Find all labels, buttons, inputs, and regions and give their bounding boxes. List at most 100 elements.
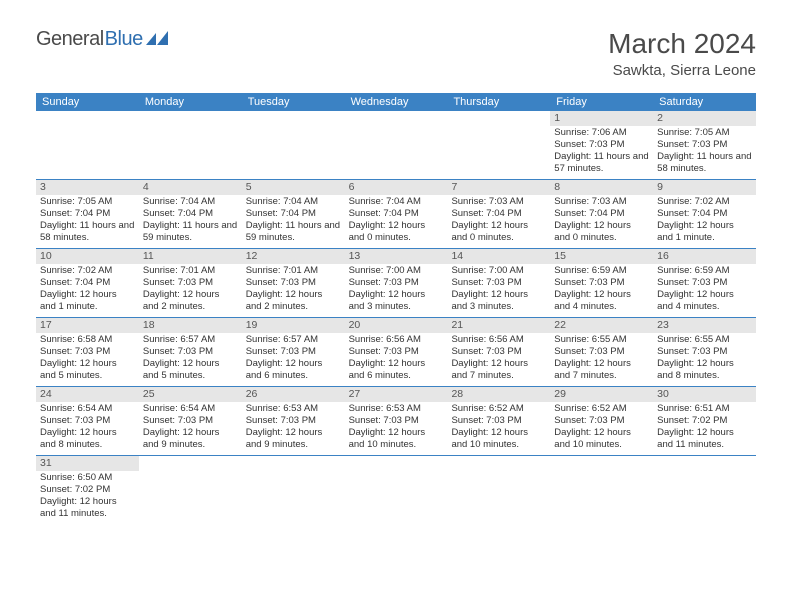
day-header: Monday <box>139 93 242 111</box>
sunset-text: Sunset: 7:04 PM <box>554 208 649 220</box>
daylight-text: Daylight: 12 hours and 10 minutes. <box>451 427 546 451</box>
sunset-text: Sunset: 7:03 PM <box>246 415 341 427</box>
day-cell: 8Sunrise: 7:03 AMSunset: 7:04 PMDaylight… <box>550 180 653 248</box>
day-content: Sunrise: 7:02 AMSunset: 7:04 PMDaylight:… <box>36 264 139 315</box>
week-row: 17Sunrise: 6:58 AMSunset: 7:03 PMDayligh… <box>36 318 756 387</box>
sunset-text: Sunset: 7:03 PM <box>40 346 135 358</box>
sunrise-text: Sunrise: 6:56 AM <box>349 334 444 346</box>
day-number: 22 <box>550 318 653 333</box>
sunset-text: Sunset: 7:03 PM <box>143 277 238 289</box>
day-cell: 26Sunrise: 6:53 AMSunset: 7:03 PMDayligh… <box>242 387 345 455</box>
daylight-text: Daylight: 12 hours and 2 minutes. <box>143 289 238 313</box>
sunset-text: Sunset: 7:04 PM <box>40 277 135 289</box>
day-number: 4 <box>139 180 242 195</box>
day-number: 8 <box>550 180 653 195</box>
day-content: Sunrise: 7:04 AMSunset: 7:04 PMDaylight:… <box>345 195 448 246</box>
day-cell <box>36 111 139 179</box>
sunrise-text: Sunrise: 6:58 AM <box>40 334 135 346</box>
day-cell <box>139 456 242 524</box>
day-header: Wednesday <box>345 93 448 111</box>
day-cell <box>550 456 653 524</box>
daylight-text: Daylight: 12 hours and 0 minutes. <box>554 220 649 244</box>
week-row: 31Sunrise: 6:50 AMSunset: 7:02 PMDayligh… <box>36 456 756 524</box>
daylight-text: Daylight: 11 hours and 59 minutes. <box>143 220 238 244</box>
day-content: Sunrise: 6:53 AMSunset: 7:03 PMDaylight:… <box>242 402 345 453</box>
day-content: Sunrise: 6:53 AMSunset: 7:03 PMDaylight:… <box>345 402 448 453</box>
day-content: Sunrise: 6:59 AMSunset: 7:03 PMDaylight:… <box>550 264 653 315</box>
day-number: 28 <box>447 387 550 402</box>
day-number: 27 <box>345 387 448 402</box>
sunrise-text: Sunrise: 7:04 AM <box>349 196 444 208</box>
day-cell: 10Sunrise: 7:02 AMSunset: 7:04 PMDayligh… <box>36 249 139 317</box>
sunset-text: Sunset: 7:03 PM <box>451 346 546 358</box>
sunrise-text: Sunrise: 6:59 AM <box>657 265 752 277</box>
day-cell: 20Sunrise: 6:56 AMSunset: 7:03 PMDayligh… <box>345 318 448 386</box>
day-number: 23 <box>653 318 756 333</box>
day-content: Sunrise: 6:57 AMSunset: 7:03 PMDaylight:… <box>139 333 242 384</box>
day-content: Sunrise: 7:04 AMSunset: 7:04 PMDaylight:… <box>139 195 242 246</box>
daylight-text: Daylight: 12 hours and 4 minutes. <box>554 289 649 313</box>
sunrise-text: Sunrise: 7:03 AM <box>451 196 546 208</box>
daylight-text: Daylight: 12 hours and 1 minute. <box>657 220 752 244</box>
day-content: Sunrise: 6:58 AMSunset: 7:03 PMDaylight:… <box>36 333 139 384</box>
day-cell: 25Sunrise: 6:54 AMSunset: 7:03 PMDayligh… <box>139 387 242 455</box>
day-cell: 3Sunrise: 7:05 AMSunset: 7:04 PMDaylight… <box>36 180 139 248</box>
day-number: 21 <box>447 318 550 333</box>
day-content: Sunrise: 6:51 AMSunset: 7:02 PMDaylight:… <box>653 402 756 453</box>
day-cell: 15Sunrise: 6:59 AMSunset: 7:03 PMDayligh… <box>550 249 653 317</box>
day-number: 9 <box>653 180 756 195</box>
day-cell <box>447 111 550 179</box>
day-cell: 27Sunrise: 6:53 AMSunset: 7:03 PMDayligh… <box>345 387 448 455</box>
day-cell: 6Sunrise: 7:04 AMSunset: 7:04 PMDaylight… <box>345 180 448 248</box>
day-cell: 5Sunrise: 7:04 AMSunset: 7:04 PMDaylight… <box>242 180 345 248</box>
logo-flag-icon <box>146 31 170 49</box>
day-content: Sunrise: 6:52 AMSunset: 7:03 PMDaylight:… <box>447 402 550 453</box>
day-header: Friday <box>550 93 653 111</box>
sunrise-text: Sunrise: 6:56 AM <box>451 334 546 346</box>
day-cell <box>242 111 345 179</box>
daylight-text: Daylight: 12 hours and 0 minutes. <box>451 220 546 244</box>
month-title: March 2024 <box>608 28 756 60</box>
day-cell: 21Sunrise: 6:56 AMSunset: 7:03 PMDayligh… <box>447 318 550 386</box>
day-number: 13 <box>345 249 448 264</box>
sunset-text: Sunset: 7:03 PM <box>554 346 649 358</box>
day-content: Sunrise: 6:55 AMSunset: 7:03 PMDaylight:… <box>550 333 653 384</box>
day-cell: 24Sunrise: 6:54 AMSunset: 7:03 PMDayligh… <box>36 387 139 455</box>
day-cell: 9Sunrise: 7:02 AMSunset: 7:04 PMDaylight… <box>653 180 756 248</box>
week-row: 1Sunrise: 7:06 AMSunset: 7:03 PMDaylight… <box>36 111 756 180</box>
daylight-text: Daylight: 12 hours and 9 minutes. <box>246 427 341 451</box>
daylight-text: Daylight: 11 hours and 57 minutes. <box>554 151 649 175</box>
sunrise-text: Sunrise: 6:59 AM <box>554 265 649 277</box>
sunrise-text: Sunrise: 7:06 AM <box>554 127 649 139</box>
day-number: 17 <box>36 318 139 333</box>
sunset-text: Sunset: 7:04 PM <box>349 208 444 220</box>
sunrise-text: Sunrise: 7:02 AM <box>40 265 135 277</box>
daylight-text: Daylight: 12 hours and 2 minutes. <box>246 289 341 313</box>
day-content: Sunrise: 6:52 AMSunset: 7:03 PMDaylight:… <box>550 402 653 453</box>
day-cell <box>242 456 345 524</box>
sunrise-text: Sunrise: 6:57 AM <box>246 334 341 346</box>
sunset-text: Sunset: 7:04 PM <box>40 208 135 220</box>
day-content: Sunrise: 6:57 AMSunset: 7:03 PMDaylight:… <box>242 333 345 384</box>
daylight-text: Daylight: 12 hours and 8 minutes. <box>657 358 752 382</box>
day-header: Tuesday <box>242 93 345 111</box>
day-cell <box>345 456 448 524</box>
sunset-text: Sunset: 7:03 PM <box>246 346 341 358</box>
sunrise-text: Sunrise: 6:52 AM <box>554 403 649 415</box>
sunrise-text: Sunrise: 7:00 AM <box>349 265 444 277</box>
day-cell: 22Sunrise: 6:55 AMSunset: 7:03 PMDayligh… <box>550 318 653 386</box>
sunset-text: Sunset: 7:02 PM <box>657 415 752 427</box>
day-number: 26 <box>242 387 345 402</box>
day-header: Sunday <box>36 93 139 111</box>
day-number: 31 <box>36 456 139 471</box>
daylight-text: Daylight: 12 hours and 0 minutes. <box>349 220 444 244</box>
daylight-text: Daylight: 12 hours and 10 minutes. <box>349 427 444 451</box>
sunrise-text: Sunrise: 6:53 AM <box>349 403 444 415</box>
sunrise-text: Sunrise: 6:51 AM <box>657 403 752 415</box>
day-content: Sunrise: 7:06 AMSunset: 7:03 PMDaylight:… <box>550 126 653 177</box>
day-content: Sunrise: 7:03 AMSunset: 7:04 PMDaylight:… <box>447 195 550 246</box>
sunrise-text: Sunrise: 6:54 AM <box>143 403 238 415</box>
logo-text-1: General <box>36 28 104 51</box>
day-number: 12 <box>242 249 345 264</box>
sunset-text: Sunset: 7:04 PM <box>451 208 546 220</box>
